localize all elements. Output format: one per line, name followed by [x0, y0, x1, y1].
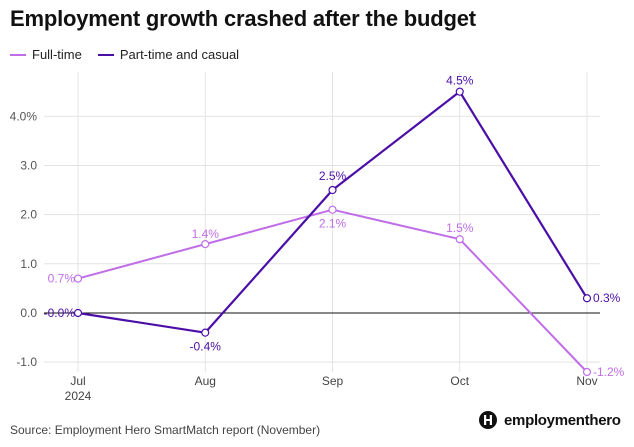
- y-tick-label: 4.0%: [10, 109, 38, 123]
- legend-swatch-part-time: [97, 53, 114, 56]
- y-tick-label: 1.0: [20, 257, 37, 271]
- x-tick-label: Jul: [70, 374, 85, 388]
- data-point-part-time: [328, 185, 337, 195]
- y-tick-label: 3.0: [20, 158, 37, 172]
- data-label-full-time: -1.2%: [593, 365, 625, 379]
- legend-label-full-time: Full-time: [32, 47, 82, 62]
- x-tick-sublabel: 2024: [65, 389, 92, 403]
- data-label-part-time: 0.3%: [593, 291, 621, 305]
- data-point-full-time: [582, 367, 592, 377]
- data-point-full-time: [455, 235, 464, 244]
- data-point-part-time: [73, 308, 83, 318]
- x-tick-label: Aug: [195, 374, 216, 388]
- legend: Full-time Part-time and casual: [10, 47, 239, 62]
- data-label-part-time: 2.5%: [319, 169, 347, 183]
- y-tick-label: 0.0: [20, 306, 37, 320]
- chart-title: Employment growth crashed after the budg…: [10, 6, 476, 31]
- x-tick-label: Oct: [450, 374, 469, 388]
- data-label-part-time: -0.4%: [190, 340, 222, 354]
- data-label-part-time: 4.5%: [446, 74, 474, 88]
- data-point-part-time: [455, 87, 464, 96]
- data-point-full-time: [201, 240, 210, 249]
- y-tick-label: 2.0: [20, 208, 37, 222]
- data-label-full-time: 0.7%: [48, 272, 76, 286]
- legend-item-full-time: Full-time: [10, 47, 82, 62]
- data-label-full-time: 1.5%: [446, 221, 474, 235]
- data-point-part-time: [201, 328, 210, 337]
- x-tick-label: Nov: [576, 374, 597, 388]
- data-point-full-time: [328, 205, 337, 214]
- source-note: Source: Employment Hero SmartMatch repor…: [10, 423, 321, 437]
- legend-item-part-time: Part-time and casual: [97, 47, 240, 62]
- brand-logo: employmenthero: [478, 410, 621, 430]
- y-tick-label: -1.0: [16, 355, 37, 369]
- data-label-part-time: -0.0%: [44, 306, 76, 320]
- employment-hero-logo-icon: [479, 411, 497, 429]
- x-tick-label: Sep: [322, 374, 344, 388]
- legend-swatch-full-time: [10, 53, 26, 56]
- data-label-full-time: 1.4%: [192, 227, 220, 241]
- data-label-full-time: 2.1%: [319, 217, 347, 231]
- legend-label-part-time: Part-time and casual: [119, 47, 240, 62]
- data-point-part-time: [582, 294, 592, 303]
- data-point-full-time: [73, 274, 83, 283]
- brand-name: employmenthero: [504, 411, 621, 429]
